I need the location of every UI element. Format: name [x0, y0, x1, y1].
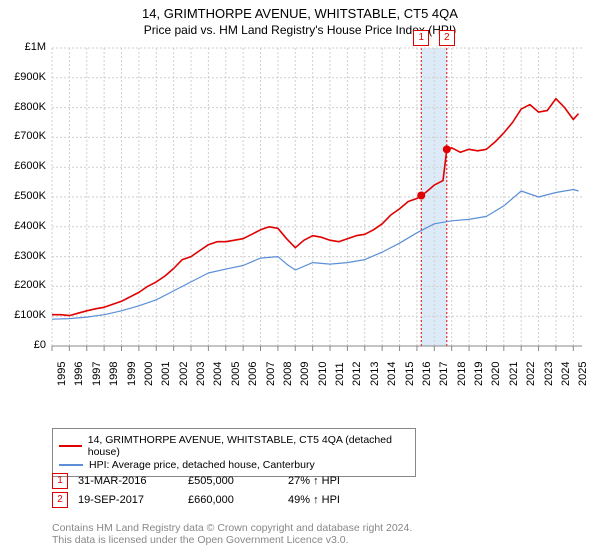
x-tick-label: 2002	[178, 362, 190, 386]
x-tick-label: 2011	[334, 362, 346, 386]
x-tick-label: 2008	[282, 362, 294, 386]
x-tick-label: 2003	[195, 362, 207, 386]
sales-list: 1 31-MAR-2016 £505,000 27% ↑ HPI 2 19-SE…	[52, 470, 388, 511]
sale-delta: 27% ↑ HPI	[288, 475, 388, 487]
chart-annotation-marker: 2	[439, 30, 455, 46]
x-tick-label: 2010	[317, 362, 329, 386]
sale-delta: 49% ↑ HPI	[288, 494, 388, 506]
x-tick-label: 2007	[265, 362, 277, 386]
price-chart	[0, 0, 600, 400]
y-tick-label: £700K	[4, 130, 46, 142]
x-tick-label: 2019	[473, 362, 485, 386]
y-tick-label: £800K	[4, 101, 46, 113]
x-tick-label: 2021	[508, 362, 520, 386]
footer: Contains HM Land Registry data © Crown c…	[52, 522, 412, 546]
y-tick-label: £300K	[4, 250, 46, 262]
y-tick-label: £0	[4, 339, 46, 351]
x-tick-label: 2014	[386, 362, 398, 386]
x-tick-label: 2004	[212, 362, 224, 386]
x-tick-label: 2022	[525, 362, 537, 386]
x-tick-label: 2020	[490, 362, 502, 386]
y-tick-label: £200K	[4, 279, 46, 291]
x-tick-label: 2024	[560, 362, 572, 386]
x-tick-label: 2013	[369, 362, 381, 386]
x-tick-label: 2017	[438, 362, 450, 386]
legend-swatch	[59, 445, 82, 447]
x-tick-label: 2006	[247, 362, 259, 386]
x-tick-label: 1997	[91, 362, 103, 386]
x-tick-label: 2018	[456, 362, 468, 386]
sale-price: £505,000	[188, 475, 288, 487]
x-tick-label: 2012	[351, 362, 363, 386]
y-tick-label: £500K	[4, 190, 46, 202]
chart-annotation-marker: 1	[413, 30, 429, 46]
sale-row: 1 31-MAR-2016 £505,000 27% ↑ HPI	[52, 473, 388, 489]
y-tick-label: £1M	[4, 41, 46, 53]
footer-line: This data is licensed under the Open Gov…	[52, 534, 412, 546]
y-tick-label: £400K	[4, 220, 46, 232]
sale-price: £660,000	[188, 494, 288, 506]
x-tick-label: 1995	[56, 362, 68, 386]
legend-item: 14, GRIMTHORPE AVENUE, WHITSTABLE, CT5 4…	[59, 434, 409, 458]
x-tick-label: 2016	[421, 362, 433, 386]
x-tick-label: 2009	[299, 362, 311, 386]
y-tick-label: £900K	[4, 71, 46, 83]
x-tick-label: 2015	[404, 362, 416, 386]
x-tick-label: 2001	[160, 362, 172, 386]
x-tick-label: 2005	[230, 362, 242, 386]
sale-row: 2 19-SEP-2017 £660,000 49% ↑ HPI	[52, 492, 388, 508]
footer-line: Contains HM Land Registry data © Crown c…	[52, 522, 412, 534]
sale-date: 19-SEP-2017	[78, 494, 188, 506]
sale-marker-icon: 1	[52, 473, 68, 489]
y-tick-label: £600K	[4, 160, 46, 172]
x-tick-label: 2023	[543, 362, 555, 386]
y-tick-label: £100K	[4, 309, 46, 321]
x-tick-label: 1996	[73, 362, 85, 386]
legend-label: 14, GRIMTHORPE AVENUE, WHITSTABLE, CT5 4…	[88, 434, 409, 458]
x-tick-label: 1998	[108, 362, 120, 386]
x-tick-label: 2000	[143, 362, 155, 386]
x-tick-label: 1999	[126, 362, 138, 386]
sale-marker-icon: 2	[52, 492, 68, 508]
sale-date: 31-MAR-2016	[78, 475, 188, 487]
legend-swatch	[59, 464, 83, 466]
x-tick-label: 2025	[577, 362, 589, 386]
